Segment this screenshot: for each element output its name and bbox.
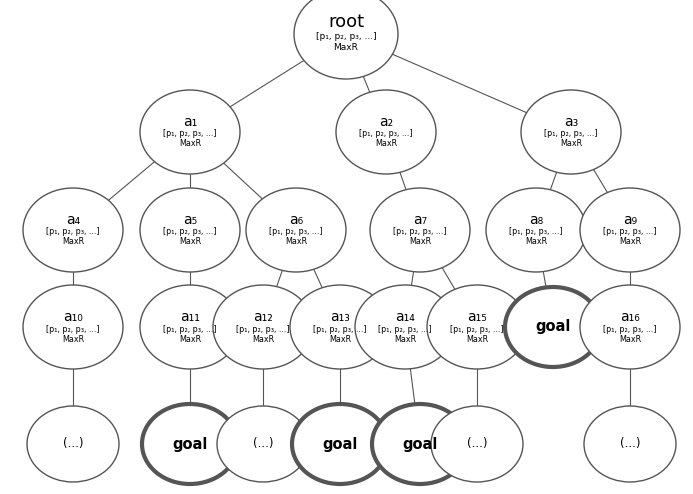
Text: (...): (...) (620, 438, 640, 451)
Ellipse shape (290, 285, 390, 369)
Text: MaxR: MaxR (525, 238, 547, 247)
Text: [p₁, p₂, p₃, ...]: [p₁, p₂, p₃, ...] (603, 325, 657, 333)
Text: [p₁, p₂, p₃, ...]: [p₁, p₂, p₃, ...] (450, 325, 504, 333)
Ellipse shape (140, 188, 240, 272)
Text: goal: goal (322, 437, 358, 452)
Text: a₁₆: a₁₆ (620, 310, 640, 324)
Text: [p₁, p₂, p₃, ...]: [p₁, p₂, p₃, ...] (316, 33, 376, 41)
Text: a₆: a₆ (289, 213, 303, 227)
Text: MaxR: MaxR (62, 334, 84, 343)
Text: a₇: a₇ (413, 213, 427, 227)
Ellipse shape (292, 404, 388, 484)
Text: (...): (...) (467, 438, 487, 451)
Text: MaxR: MaxR (333, 43, 358, 52)
Text: a₁₀: a₁₀ (63, 310, 83, 324)
Text: MaxR: MaxR (560, 139, 582, 149)
Text: MaxR: MaxR (394, 334, 416, 343)
Text: a₉: a₉ (623, 213, 637, 227)
Text: root: root (328, 13, 364, 31)
Text: a₁₄: a₁₄ (395, 310, 415, 324)
Text: a₂: a₂ (379, 115, 393, 129)
Text: MaxR: MaxR (179, 139, 201, 149)
Ellipse shape (294, 0, 398, 79)
Text: [p₁, p₂, p₃, ...]: [p₁, p₂, p₃, ...] (163, 129, 217, 138)
Text: [p₁, p₂, p₃, ...]: [p₁, p₂, p₃, ...] (46, 325, 100, 333)
Text: [p₁, p₂, p₃, ...]: [p₁, p₂, p₃, ...] (163, 228, 217, 237)
Ellipse shape (140, 285, 240, 369)
Text: goal: goal (173, 437, 208, 452)
Ellipse shape (246, 188, 346, 272)
Text: a₃: a₃ (564, 115, 578, 129)
Text: a₈: a₈ (529, 213, 543, 227)
Text: MaxR: MaxR (179, 238, 201, 247)
Text: [p₁, p₂, p₃, ...]: [p₁, p₂, p₃, ...] (163, 325, 217, 333)
Text: goal: goal (535, 320, 571, 334)
Text: [p₁, p₂, p₃, ...]: [p₁, p₂, p₃, ...] (603, 228, 657, 237)
Ellipse shape (580, 285, 680, 369)
Text: MaxR: MaxR (179, 334, 201, 343)
Text: [p₁, p₂, p₃, ...]: [p₁, p₂, p₃, ...] (359, 129, 413, 138)
Text: [p₁, p₂, p₃, ...]: [p₁, p₂, p₃, ...] (46, 228, 100, 237)
Text: a₅: a₅ (183, 213, 197, 227)
Ellipse shape (213, 285, 313, 369)
Ellipse shape (370, 188, 470, 272)
Text: MaxR: MaxR (285, 238, 307, 247)
Text: a₁₅: a₁₅ (467, 310, 487, 324)
Text: MaxR: MaxR (329, 334, 351, 343)
Ellipse shape (355, 285, 455, 369)
Ellipse shape (486, 188, 586, 272)
Text: (...): (...) (253, 438, 273, 451)
Ellipse shape (372, 404, 468, 484)
Text: MaxR: MaxR (619, 238, 641, 247)
Text: MaxR: MaxR (466, 334, 488, 343)
Ellipse shape (23, 285, 123, 369)
Text: (...): (...) (63, 438, 83, 451)
Text: [p₁, p₂, p₃, ...]: [p₁, p₂, p₃, ...] (236, 325, 290, 333)
Ellipse shape (584, 406, 676, 482)
Text: [p₁, p₂, p₃, ...]: [p₁, p₂, p₃, ...] (378, 325, 432, 333)
Ellipse shape (505, 287, 601, 367)
Text: MaxR: MaxR (62, 238, 84, 247)
Ellipse shape (142, 404, 238, 484)
Text: MaxR: MaxR (619, 334, 641, 343)
Ellipse shape (217, 406, 309, 482)
Text: a₁₁: a₁₁ (180, 310, 200, 324)
Text: [p₁, p₂, p₃, ...]: [p₁, p₂, p₃, ...] (393, 228, 447, 237)
Text: [p₁, p₂, p₃, ...]: [p₁, p₂, p₃, ...] (269, 228, 323, 237)
Ellipse shape (140, 90, 240, 174)
Text: MaxR: MaxR (409, 238, 431, 247)
Ellipse shape (27, 406, 119, 482)
Ellipse shape (431, 406, 523, 482)
Text: MaxR: MaxR (252, 334, 274, 343)
Text: a₄: a₄ (66, 213, 80, 227)
Ellipse shape (427, 285, 527, 369)
Text: a₁₃: a₁₃ (330, 310, 350, 324)
Text: [p₁, p₂, p₃, ...]: [p₁, p₂, p₃, ...] (544, 129, 598, 138)
Ellipse shape (23, 188, 123, 272)
Text: a₁₂: a₁₂ (253, 310, 273, 324)
Text: [p₁, p₂, p₃, ...]: [p₁, p₂, p₃, ...] (509, 228, 563, 237)
Ellipse shape (580, 188, 680, 272)
Text: goal: goal (403, 437, 438, 452)
Ellipse shape (521, 90, 621, 174)
Text: [p₁, p₂, p₃, ...]: [p₁, p₂, p₃, ...] (313, 325, 367, 333)
Text: MaxR: MaxR (375, 139, 397, 149)
Text: a₁: a₁ (183, 115, 197, 129)
Ellipse shape (336, 90, 436, 174)
